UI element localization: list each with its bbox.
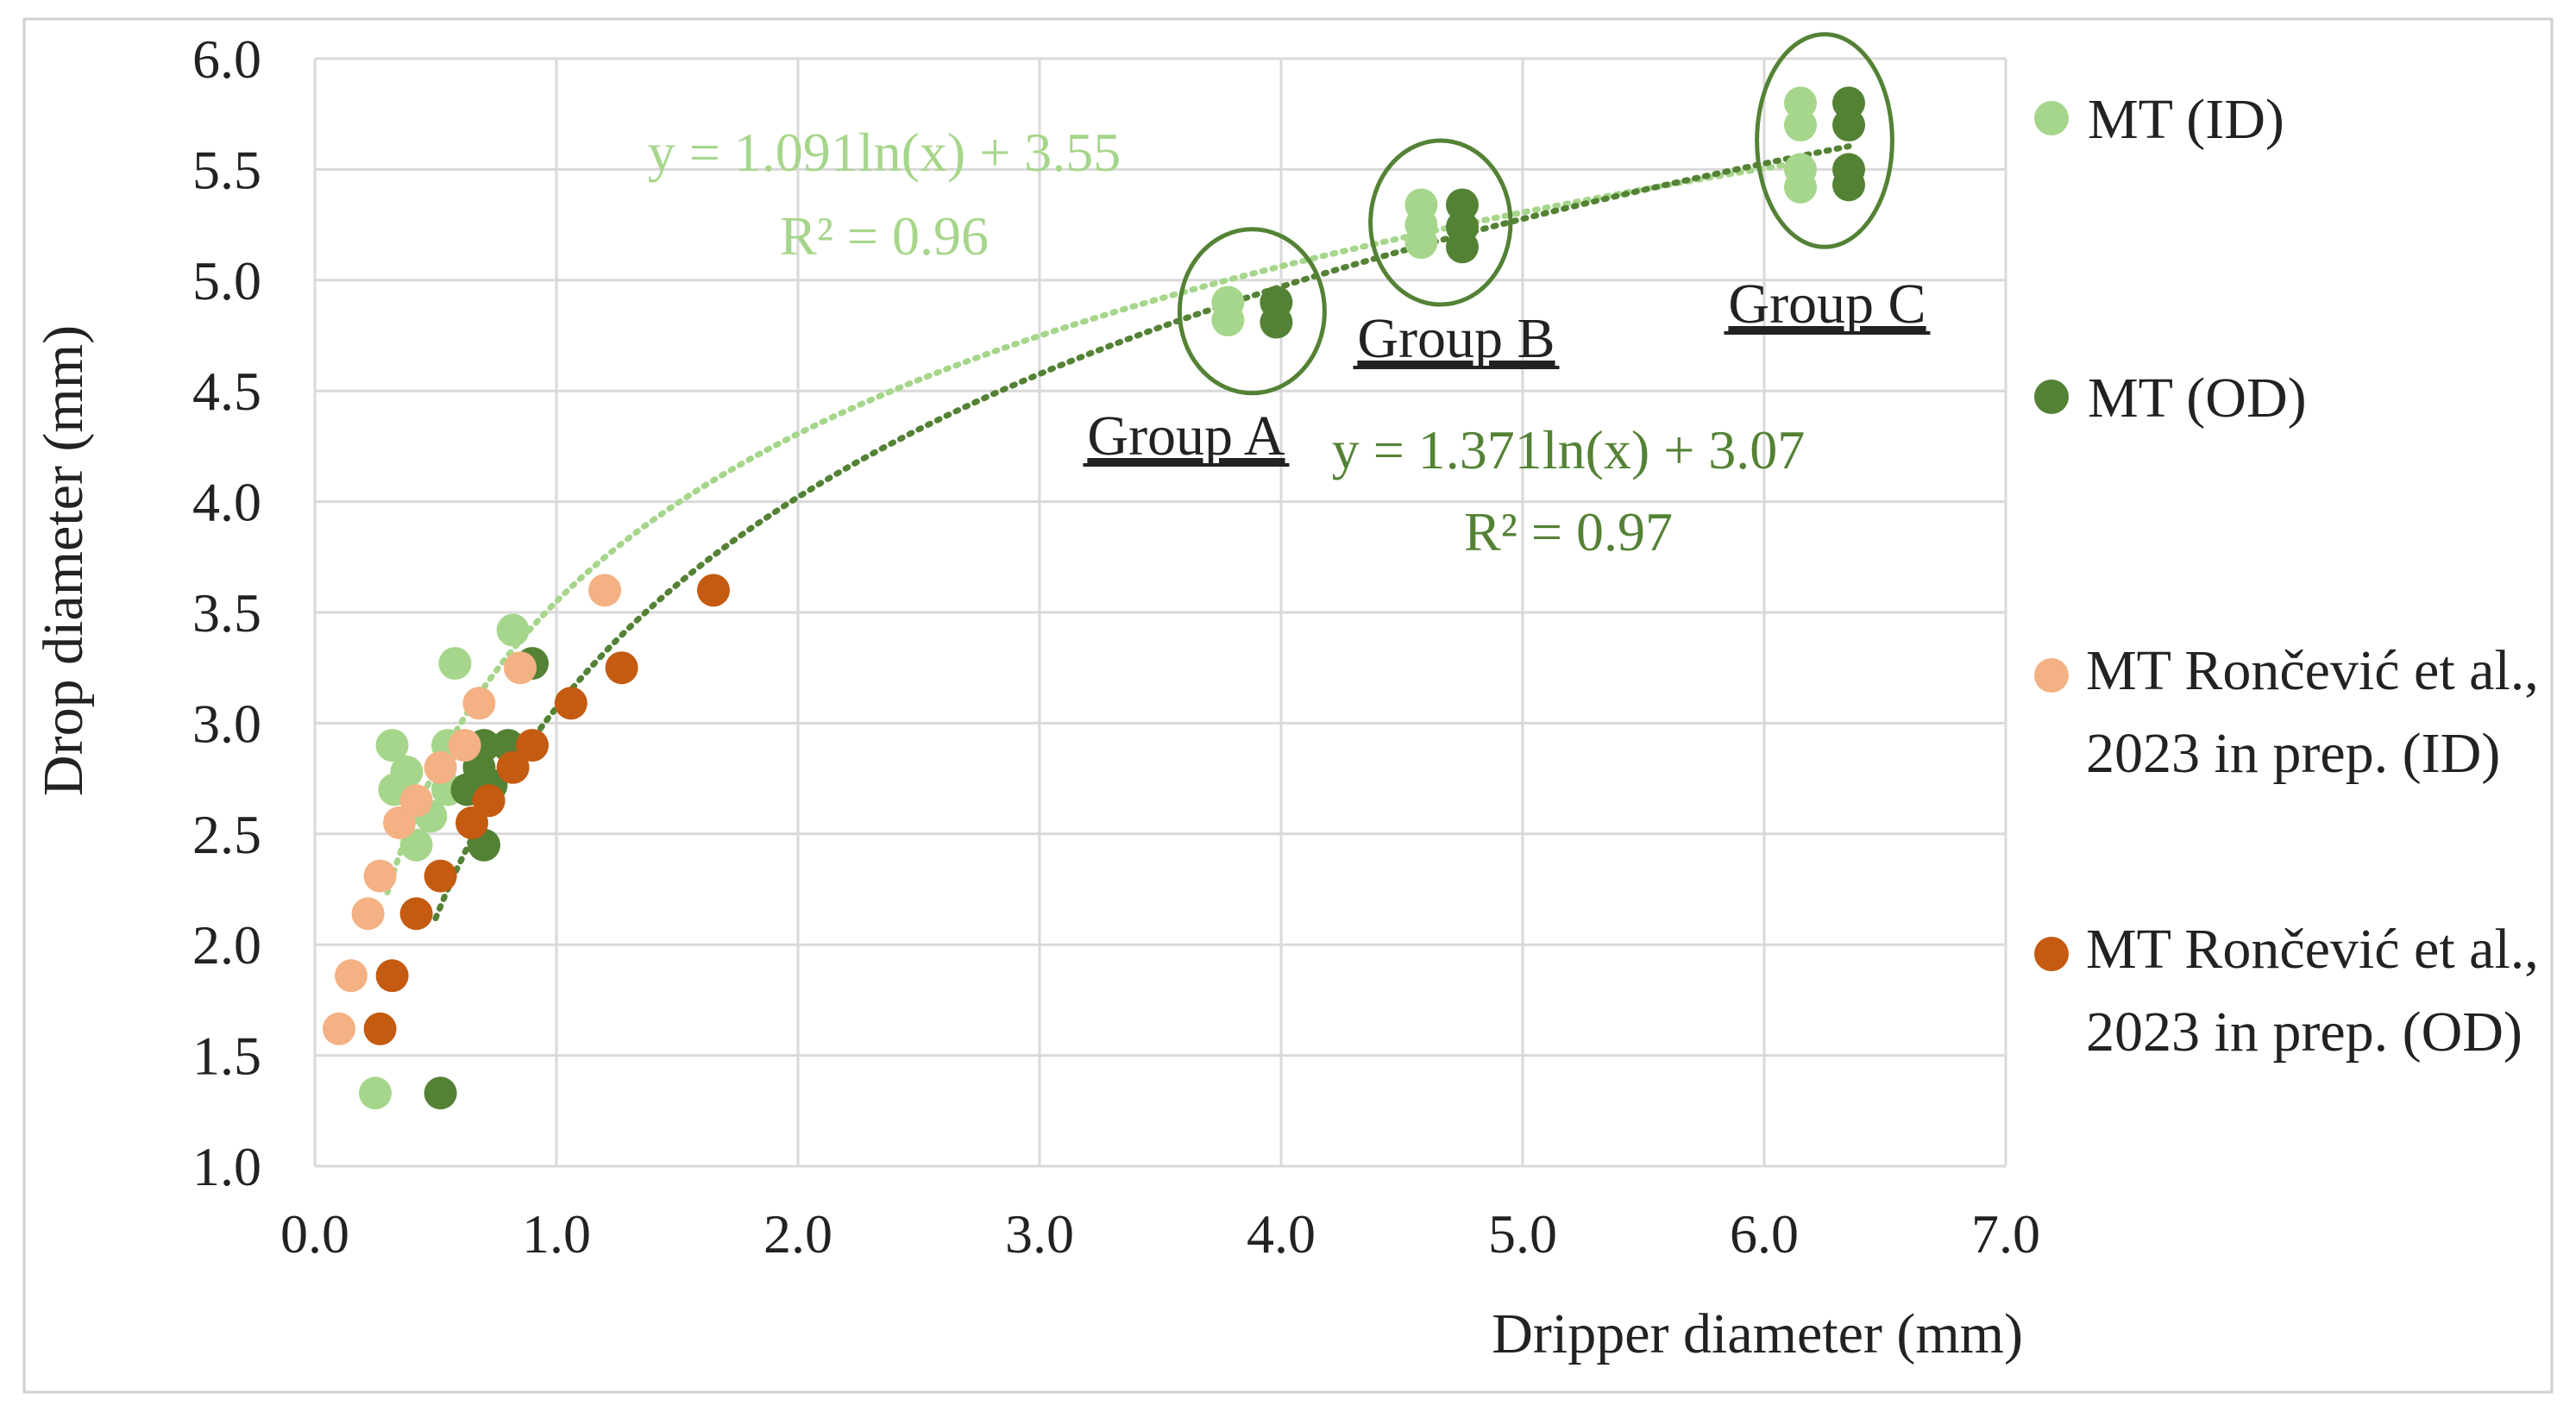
point-mt-ron-evi-et-al-2023-in-prep-id-5 (399, 784, 433, 818)
group-label-group-a: Group A (1087, 405, 1285, 468)
trendline-2 (432, 143, 1852, 921)
point-mt-id-1 (1211, 286, 1245, 319)
trendline-1 (384, 159, 1804, 895)
trendline-2-equation: y = 1.371ln(x) + 3.07 (1332, 419, 1806, 480)
point-mt-ron-evi-et-al-2023-in-prep-od-4 (496, 750, 530, 784)
point-mt-id-10 (438, 647, 472, 681)
legend-marker-mt-id (2034, 101, 2069, 135)
legend-marker-roncevic-id (2034, 658, 2069, 693)
point-mt-id-9 (496, 613, 530, 647)
trendline-1-equation: y = 1.091ln(x) + 3.55 (648, 122, 1122, 183)
point-mt-ron-evi-et-al-2023-in-prep-id-7 (363, 859, 397, 893)
point-mt-ron-evi-et-al-2023-in-prep-id-10 (323, 1012, 355, 1045)
group-label-group-b: Group B (1357, 307, 1555, 370)
y-axis-title: Drop diameter (mm) (32, 325, 95, 796)
legend: MT (ID) MT (OD) MT Rončević et al., 2023… (2034, 88, 2539, 1064)
y-tick-label-4: 3.0 (192, 693, 261, 754)
group-ellipse-group-c (1755, 32, 1894, 249)
point-mt-od-1 (1260, 286, 1293, 319)
point-mt-ron-evi-et-al-2023-in-prep-id-6 (383, 806, 416, 839)
series-mt-ron-evi-et-al-2023-in-prep-id (323, 574, 621, 1045)
point-mt-ron-evi-et-al-2023-in-prep-od-5 (472, 784, 506, 818)
point-mt-od-4 (1446, 188, 1479, 222)
group-annotations: Group A Group B Group C (1083, 32, 1931, 468)
point-mt-ron-evi-et-al-2023-in-prep-od-7 (424, 859, 457, 893)
legend-label-mt-od: MT (OD) (2088, 367, 2307, 430)
legend-label-roncevic-id: MT Rončević et al., 2023 in prep. (ID) (2086, 639, 2539, 785)
y-tick-label-2: 2.0 (192, 914, 261, 976)
y-tick-label-8: 5.0 (192, 250, 261, 311)
point-mt-ron-evi-et-al-2023-in-prep-id-8 (351, 897, 385, 931)
point-mt-id-17 (399, 828, 433, 862)
group-ellipse-group-a (1177, 227, 1327, 396)
point-mt-ron-evi-et-al-2023-in-prep-id-3 (448, 729, 481, 762)
point-mt-ron-evi-et-al-2023-in-prep-od-3 (516, 729, 549, 762)
point-mt-ron-evi-et-al-2023-in-prep-id-9 (335, 959, 368, 993)
group-label-group-c: Group C (1728, 273, 1926, 336)
point-mt-id-8 (1784, 86, 1817, 120)
point-mt-ron-evi-et-al-2023-in-prep-od-9 (375, 959, 409, 993)
y-tick-label-9: 5.5 (192, 139, 261, 200)
x-axis-title: Dripper diameter (mm) (1492, 1302, 2023, 1365)
x-tick-label-6: 6.0 (1730, 1203, 1799, 1265)
point-mt-ron-evi-et-al-2023-in-prep-od-8 (399, 897, 433, 931)
legend-label-roncevic-od: MT Rončević et al., 2023 in prep. (OD) (2086, 918, 2539, 1064)
x-tick-label-5: 5.0 (1488, 1203, 1557, 1265)
point-mt-id-6 (1784, 153, 1817, 186)
point-mt-od-6 (1832, 153, 1865, 186)
point-mt-ron-evi-et-al-2023-in-prep-od-1 (605, 651, 638, 685)
trendline-2-r2: R² = 0.97 (1464, 501, 1673, 562)
grid (313, 57, 2007, 1168)
point-mt-ron-evi-et-al-2023-in-prep-id-1 (504, 651, 537, 685)
y-tick-label-1: 1.5 (192, 1026, 261, 1087)
point-mt-id-18 (359, 1076, 392, 1110)
point-mt-ron-evi-et-al-2023-in-prep-id-4 (424, 750, 457, 784)
point-mt-ron-evi-et-al-2023-in-prep-od-2 (554, 687, 587, 720)
tick-labels: 0.0 1.0 2.0 3.0 4.0 5.0 6.0 7.0 1.0 1.5 2.0 2.5 3.0 3… (192, 28, 2040, 1265)
data-points (323, 86, 1865, 1110)
x-tick-label-3: 3.0 (1005, 1203, 1074, 1265)
series-mt-ron-evi-et-al-2023-in-prep-od (363, 574, 730, 1045)
point-mt-ron-evi-et-al-2023-in-prep-od-6 (456, 806, 488, 839)
point-mt-ron-evi-et-al-2023-in-prep-id-2 (462, 687, 496, 720)
x-tick-label-7: 7.0 (1971, 1203, 2040, 1265)
trendline-1-r2: R² = 0.96 (780, 205, 989, 267)
x-tick-label-0: 0.0 (280, 1203, 349, 1265)
point-mt-od-8 (1832, 86, 1865, 120)
x-tick-label-2: 2.0 (763, 1203, 832, 1265)
legend-marker-mt-od (2034, 380, 2069, 414)
y-tick-label-0: 1.0 (192, 1136, 261, 1197)
group-ellipse-group-b (1368, 138, 1513, 307)
x-tick-label-1: 1.0 (522, 1203, 591, 1265)
point-mt-ron-evi-et-al-2023-in-prep-od-10 (363, 1012, 397, 1045)
point-mt-od-16 (424, 1076, 457, 1110)
trendlines (384, 143, 1852, 921)
point-mt-ron-evi-et-al-2023-in-prep-od-0 (697, 574, 730, 607)
y-tick-label-5: 3.5 (192, 582, 261, 643)
legend-marker-roncevic-od (2034, 937, 2069, 971)
y-tick-label-3: 2.5 (192, 804, 261, 865)
y-tick-label-7: 4.5 (192, 361, 261, 422)
point-mt-id-11 (375, 729, 409, 762)
y-tick-label-10: 6.0 (192, 28, 261, 90)
point-mt-id-4 (1404, 188, 1438, 222)
chart-border (22, 17, 2554, 1394)
point-mt-ron-evi-et-al-2023-in-prep-id-0 (588, 574, 621, 607)
y-tick-label-6: 4.0 (192, 472, 261, 533)
legend-label-mt-id: MT (ID) (2088, 88, 2284, 151)
x-tick-label-4: 4.0 (1247, 1203, 1316, 1265)
